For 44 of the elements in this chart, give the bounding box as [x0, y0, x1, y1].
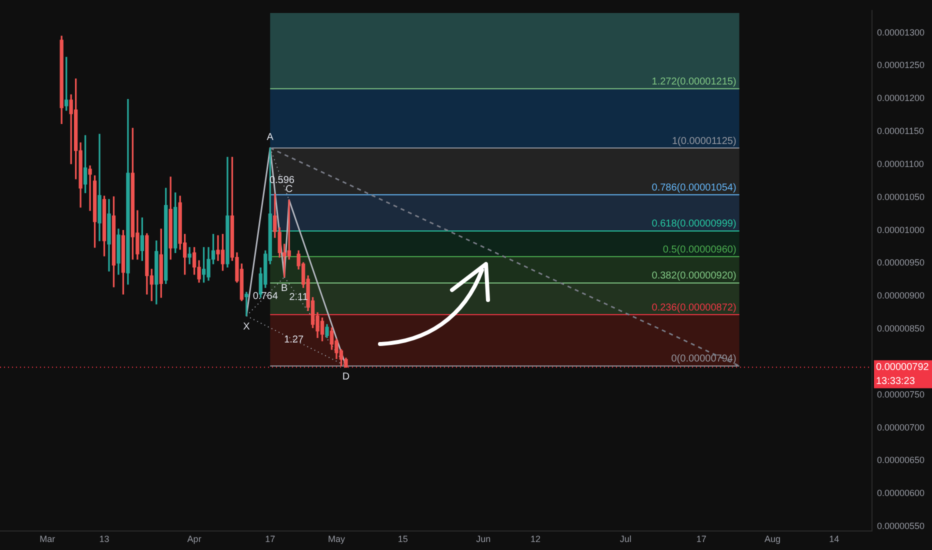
ref-line-label: 0.00000792: [876, 362, 930, 374]
x-tick-label: Jun: [476, 534, 491, 544]
x-tick-label: Mar: [40, 534, 56, 544]
annotation: D: [342, 372, 350, 383]
x-tick-label: 14: [829, 534, 840, 544]
ref-line-label: 0(0.00000794): [671, 354, 736, 365]
x-tick-label: 13: [99, 534, 110, 544]
x-tick-label: 15: [398, 534, 408, 544]
y-tick-label: 0.00001150: [877, 126, 924, 136]
y-tick-label: 0.00000550: [877, 521, 925, 532]
y-tick-label: 0.00001100: [877, 158, 924, 169]
ref-line-label: 0.236(0.00000872): [652, 302, 736, 314]
x-tick-label: 17: [265, 534, 276, 544]
y-tick-label: 0.00000900: [877, 290, 925, 301]
annotation: C: [285, 184, 293, 195]
x-tick-label: Jul: [620, 534, 632, 544]
ref-line-label: 1.272(0.00001215): [652, 76, 736, 88]
y-tick-label: 0.00001300: [877, 27, 925, 38]
y-tick-label: 0.00000700: [877, 422, 925, 432]
y-tick-label: 0.00000650: [877, 455, 925, 466]
x-tick-label: Aug: [764, 534, 780, 544]
ref-line-label: 0.382(0.00000920): [652, 270, 736, 282]
y-tick-label: 0.00000600: [877, 488, 925, 498]
y-tick-label: 0.00001000: [877, 224, 925, 235]
text: 13:33:23: [876, 376, 916, 388]
ref-line-label: 0.618(0.00000999): [652, 218, 736, 230]
annotation: B: [281, 282, 288, 294]
y-tick-label: 0.00000950: [877, 258, 925, 268]
ref-line-label: 0.5(0.00000960): [662, 244, 736, 256]
y-tick-label: 0.00000850: [877, 324, 925, 334]
y-tick-label: 0.00001200: [877, 93, 925, 104]
ref-line-label: 1(0.00001125): [672, 136, 736, 147]
annotation: A: [266, 132, 274, 143]
annotation: X: [243, 322, 250, 333]
y-tick-label: 0.00000750: [877, 389, 925, 400]
y-tick-label: 0.00001050: [877, 192, 925, 202]
annotation: 0.764: [252, 290, 278, 302]
y-tick-label: 0.00001250: [877, 60, 925, 70]
ref-line-label: 0.786(0.00001054): [652, 182, 736, 194]
annotation: 1.27: [284, 334, 304, 346]
x-tick-label: 12: [530, 534, 541, 544]
x-tick-label: 17: [696, 534, 706, 544]
x-tick-label: May: [328, 534, 346, 544]
x-tick-label: Apr: [187, 534, 202, 544]
